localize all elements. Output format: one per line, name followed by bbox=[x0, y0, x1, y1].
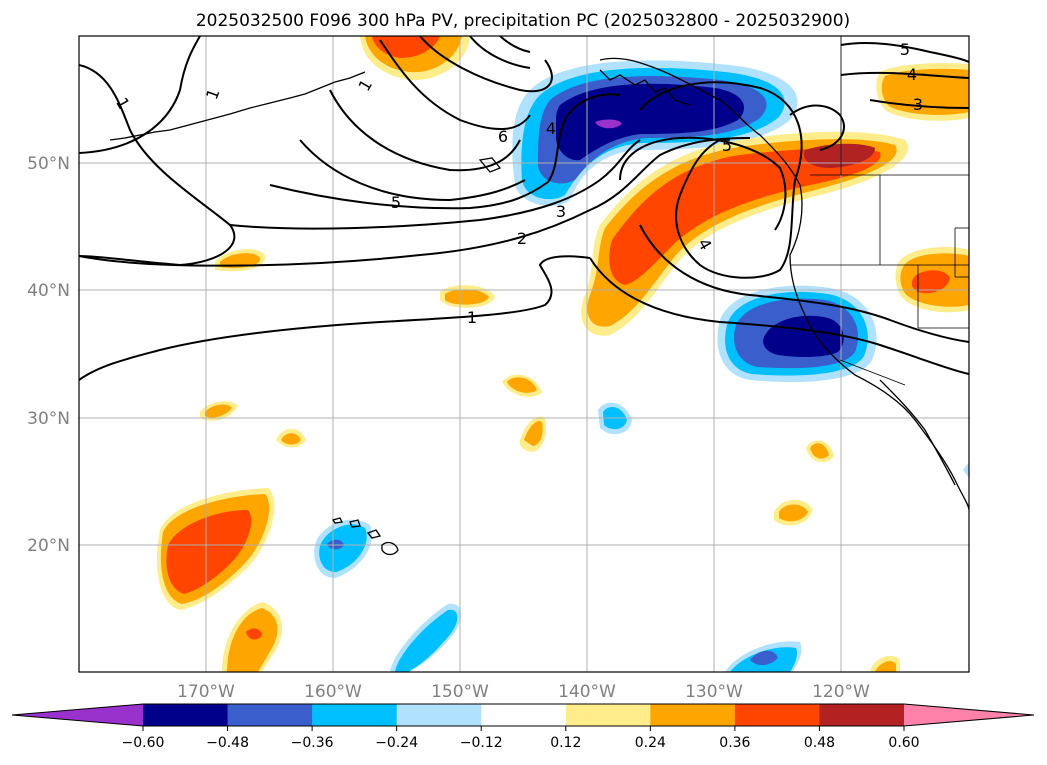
colorbar-segment bbox=[734, 704, 820, 726]
contour-label: 6 bbox=[498, 127, 508, 146]
contour-label: 3 bbox=[556, 202, 566, 221]
pv-contour-5 bbox=[299, 139, 526, 202]
contour-label: 4 bbox=[907, 65, 917, 84]
colorbar-tick-label: −0.60 bbox=[122, 735, 165, 751]
map-title: 2025032500 F096 300 hPa PV, precipitatio… bbox=[196, 11, 850, 31]
lat-label: 40°N bbox=[27, 281, 70, 301]
pv-contour-east bbox=[589, 257, 969, 375]
pv-contour-6 bbox=[329, 89, 521, 172]
neg-anomaly-blob-11 bbox=[963, 462, 969, 478]
coastlines bbox=[109, 57, 969, 556]
colorbar-segment bbox=[481, 704, 567, 726]
colorbar-tick-label: 0.60 bbox=[888, 735, 919, 751]
precip-anomaly-fills bbox=[156, 36, 969, 672]
lat-label: 30°N bbox=[27, 409, 70, 429]
pv-contour-ring-1 bbox=[419, 36, 553, 93]
pv-contour-3 bbox=[229, 139, 641, 230]
colorbar-segment bbox=[312, 704, 398, 726]
contour-label: 3 bbox=[913, 95, 923, 114]
colorbar-segment bbox=[396, 704, 482, 726]
pv-contour-inner bbox=[379, 39, 531, 131]
pv-contour-trough bbox=[639, 81, 803, 279]
colorbar-segment bbox=[819, 704, 905, 726]
pv-contour-1-west bbox=[79, 255, 591, 381]
lon-label: 130°W bbox=[685, 682, 743, 702]
pv-contour-east-2 bbox=[639, 224, 969, 343]
pv-contour-ne-loop bbox=[789, 104, 845, 151]
colorbar-segment bbox=[565, 704, 651, 726]
colorbar-tick-label: 0.24 bbox=[635, 735, 666, 751]
latitude-labels: 50°N 40°N 30°N 20°N bbox=[27, 154, 70, 556]
contour-label: 5 bbox=[722, 136, 732, 155]
colorbar-tick-label: 0.48 bbox=[804, 735, 835, 751]
colorbar-tick-label: −0.48 bbox=[206, 735, 249, 751]
colorbar-tick-label: 0.12 bbox=[550, 735, 581, 751]
pv-contour-2 bbox=[79, 137, 751, 267]
lon-label: 120°W bbox=[812, 682, 870, 702]
colorbar-tick-label: 0.36 bbox=[719, 735, 750, 751]
colorbar-tick-label: −0.24 bbox=[375, 735, 418, 751]
map-frame bbox=[78, 35, 970, 673]
pv-contour-ring-3 bbox=[499, 36, 531, 53]
colorbar-tick-label: −0.12 bbox=[460, 735, 503, 751]
pv-contour-ne-4 bbox=[840, 71, 969, 79]
pv-contour-trough-2 bbox=[619, 136, 787, 231]
colorbar: −0.60 −0.48 −0.36 −0.24 −0.12 0.12 0.24 0.36 0.4… bbox=[11, 703, 1035, 751]
pv-contours bbox=[79, 36, 969, 381]
longitude-labels: 170°W 160°W 150°W 140°W 130°W 120°W bbox=[177, 682, 870, 702]
political-borders bbox=[790, 36, 969, 386]
pv-contour-1-north bbox=[79, 36, 201, 154]
colorbar-tick-label: −0.36 bbox=[291, 735, 334, 751]
lat-label: 20°N bbox=[27, 536, 70, 556]
pv-contour-4 bbox=[269, 93, 621, 210]
lon-label: 150°W bbox=[431, 682, 489, 702]
lon-label: 140°W bbox=[558, 682, 616, 702]
contour-label: 4 bbox=[546, 119, 556, 138]
colorbar-extend-high bbox=[904, 704, 1034, 726]
pv-contour-1-loop bbox=[79, 64, 236, 267]
colorbar-segment bbox=[227, 704, 313, 726]
pv-contour-ne-3 bbox=[869, 99, 969, 109]
contour-label: 1 bbox=[467, 308, 477, 327]
colorbar-extend-low bbox=[12, 704, 143, 726]
lon-label: 160°W bbox=[304, 682, 362, 702]
lon-label: 170°W bbox=[177, 682, 235, 702]
pv-contour-ne-5 bbox=[840, 41, 969, 63]
colorbar-segment bbox=[650, 704, 736, 726]
contour-label: 5 bbox=[391, 193, 401, 212]
contour-label: 5 bbox=[900, 40, 910, 59]
pv-contour-ring-2 bbox=[469, 36, 531, 69]
map-panel: 1 1 1 1 2 3 4 5 6 5 4 3 5 4 bbox=[78, 35, 970, 673]
contour-label: 2 bbox=[517, 229, 527, 248]
colorbar-segment bbox=[143, 704, 229, 726]
lat-label: 50°N bbox=[27, 154, 70, 174]
